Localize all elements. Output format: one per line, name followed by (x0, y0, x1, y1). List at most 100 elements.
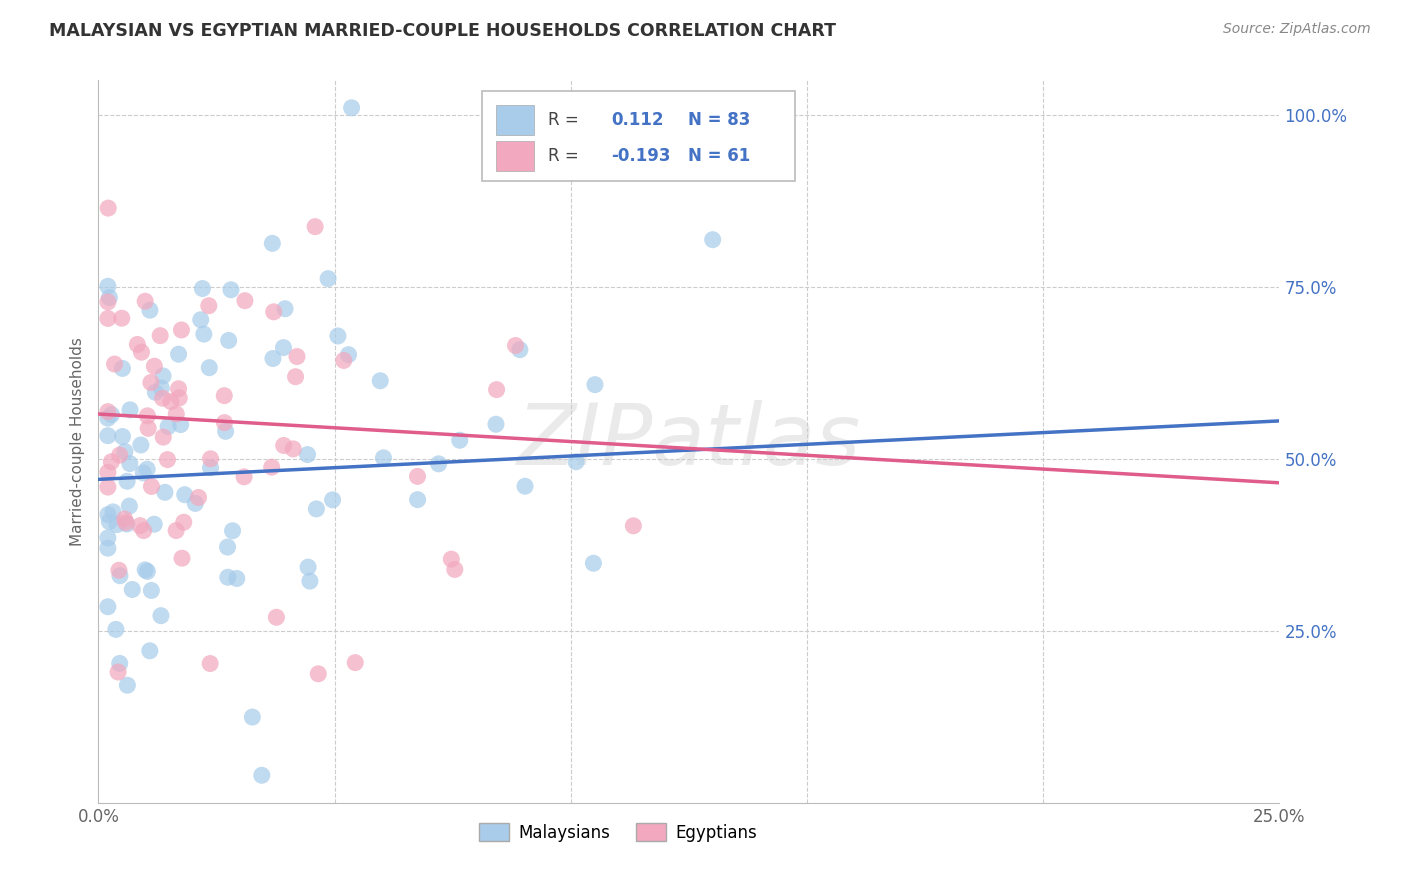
Point (565, 455, 588, 469)
Point (233, 470, 256, 484)
Text: R =: R = (548, 111, 585, 129)
Point (263, 305, 285, 319)
Point (217, 540, 239, 554)
Point (97, 404, 120, 418)
Point (283, 442, 305, 456)
Point (621, 518, 644, 533)
Point (118, 402, 141, 417)
Point (368, 374, 391, 388)
Text: -0.193: -0.193 (612, 147, 671, 165)
Point (153, 485, 176, 500)
Point (190, 313, 212, 327)
Point (136, 565, 159, 579)
Point (139, 376, 162, 390)
Point (139, 303, 162, 318)
Point (406, 469, 429, 483)
Point (136, 409, 159, 423)
Point (108, 563, 131, 577)
Point (260, 460, 283, 475)
Point (170, 551, 193, 566)
Point (118, 457, 141, 471)
Point (98, 515, 121, 529)
Point (702, 233, 724, 247)
Point (141, 479, 163, 493)
Point (97, 411, 120, 425)
Point (218, 334, 240, 348)
Point (129, 438, 152, 452)
Point (513, 479, 536, 493)
Legend: Malaysians, Egyptians: Malaysians, Egyptians (472, 817, 763, 848)
Point (100, 408, 122, 422)
Point (149, 328, 172, 343)
Point (111, 311, 134, 326)
Point (117, 678, 139, 692)
Point (305, 502, 328, 516)
Point (105, 517, 128, 532)
Point (114, 516, 136, 530)
Point (200, 451, 222, 466)
Point (198, 360, 221, 375)
Point (332, 353, 354, 368)
Point (97, 201, 120, 215)
Point (131, 345, 153, 359)
Point (250, 768, 273, 782)
Point (173, 515, 195, 529)
Text: Source: ZipAtlas.com: Source: ZipAtlas.com (1223, 22, 1371, 37)
Point (134, 563, 156, 577)
Point (298, 574, 321, 588)
Point (97, 428, 120, 442)
Point (132, 466, 155, 480)
Point (160, 394, 183, 409)
Point (200, 460, 222, 475)
Point (97, 508, 120, 522)
Point (198, 657, 221, 671)
Point (97, 465, 120, 479)
Point (285, 350, 308, 364)
Point (156, 452, 179, 467)
Text: N = 83: N = 83 (688, 111, 751, 129)
Point (169, 417, 191, 432)
Point (217, 570, 239, 584)
Point (118, 499, 141, 513)
Text: R =: R = (548, 147, 585, 165)
Point (150, 381, 173, 395)
Point (167, 347, 190, 361)
Point (134, 294, 156, 309)
Point (193, 327, 215, 342)
Point (191, 281, 214, 295)
Point (485, 417, 508, 432)
Point (101, 505, 124, 519)
Point (266, 610, 288, 624)
Text: MALAYSIAN VS EGYPTIAN MARRIED-COUPLE HOUSEHOLDS CORRELATION CHART: MALAYSIAN VS EGYPTIAN MARRIED-COUPLE HOU… (49, 22, 837, 40)
Point (97, 294, 120, 309)
Point (449, 434, 471, 448)
Point (322, 492, 344, 507)
Bar (496, 141, 534, 171)
Point (170, 323, 193, 337)
Point (139, 644, 162, 658)
Point (169, 391, 191, 405)
Point (108, 448, 131, 462)
Point (273, 341, 295, 355)
Point (344, 656, 367, 670)
Point (132, 524, 155, 538)
Point (440, 552, 463, 566)
Point (316, 271, 339, 285)
Point (149, 608, 172, 623)
Y-axis label: Married-couple Households: Married-couple Households (69, 337, 84, 546)
Point (143, 359, 166, 374)
Point (274, 301, 297, 316)
Point (505, 338, 527, 352)
Point (233, 293, 256, 308)
Point (326, 329, 349, 343)
Point (111, 361, 134, 376)
Point (167, 382, 190, 396)
Point (114, 444, 136, 458)
Point (284, 369, 307, 384)
Point (152, 430, 174, 444)
Point (262, 236, 284, 251)
Point (184, 496, 207, 510)
Point (127, 337, 149, 351)
Text: ZIPatlas: ZIPatlas (517, 400, 860, 483)
Point (152, 368, 174, 383)
